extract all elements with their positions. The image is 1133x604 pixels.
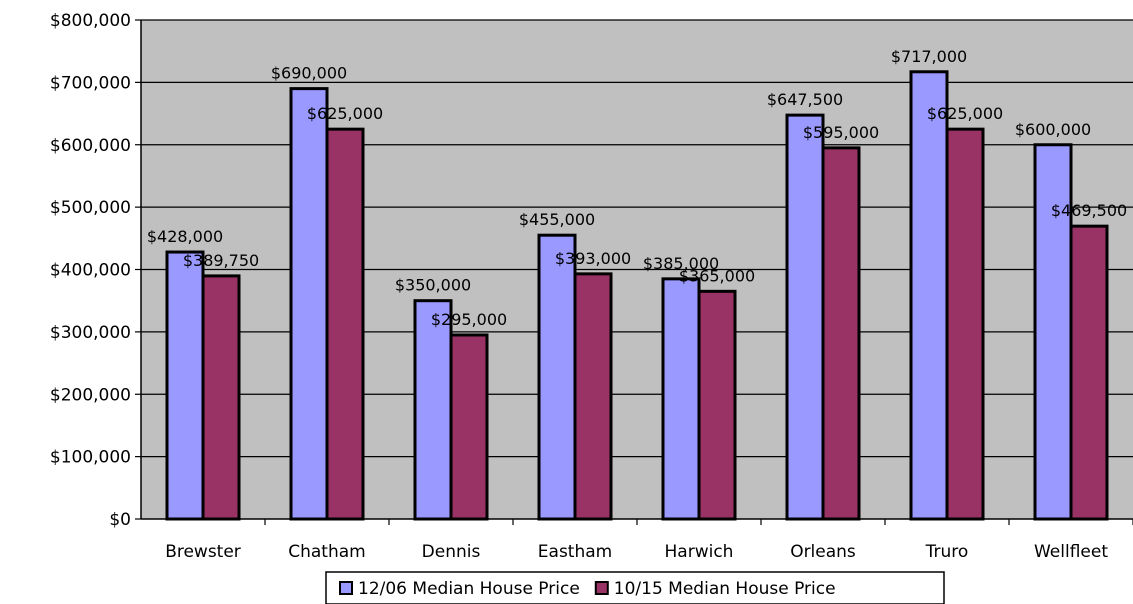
x-tick-label: Orleans — [790, 542, 856, 562]
bar — [785, 113, 825, 521]
bar — [909, 70, 949, 521]
x-tick-label: Eastham — [538, 542, 612, 562]
x-tick-label: Harwich — [665, 542, 734, 562]
bar — [697, 289, 737, 521]
data-label: $595,000 — [803, 123, 879, 142]
bar — [573, 272, 613, 521]
bar — [325, 127, 365, 521]
legend-box — [325, 571, 945, 604]
bar — [1033, 143, 1073, 521]
y-tick-label: $100,000 — [50, 448, 131, 468]
y-tick-label: $600,000 — [50, 136, 131, 156]
bar — [661, 277, 701, 521]
bar — [289, 87, 329, 521]
data-label: $717,000 — [891, 47, 967, 66]
y-tick-label: $400,000 — [50, 261, 131, 281]
data-label: $350,000 — [395, 276, 471, 295]
data-label: $625,000 — [927, 104, 1003, 123]
data-label: $393,000 — [555, 249, 631, 268]
data-label: $625,000 — [307, 104, 383, 123]
x-tick-label: Dennis — [422, 542, 481, 562]
bar — [449, 333, 489, 521]
data-label: $365,000 — [679, 266, 755, 285]
bars — [165, 70, 1109, 521]
legend-swatch — [339, 581, 353, 595]
legend: 12/06 Median House Price 10/15 Median Hou… — [325, 571, 945, 604]
y-axis-ticks: $0 $100,000 $200,000 $300,000 $400,000 $500,0… — [50, 11, 141, 530]
y-tick-label: $300,000 — [50, 323, 131, 343]
data-label: $385,000 — [643, 254, 719, 273]
bar — [413, 299, 453, 521]
bar — [821, 146, 861, 521]
y-tick-label: $0 — [109, 510, 131, 530]
x-tick-label: Chatham — [288, 542, 365, 562]
data-labels: $428,000 $389,750 $690,000 $625,000 $350,000… — [147, 47, 1127, 329]
x-axis-ticks: Brewster Chatham Dennis Eastham Harwich Orlea… — [165, 519, 1133, 562]
data-label: $455,000 — [519, 210, 595, 229]
data-label: $690,000 — [271, 64, 347, 83]
x-tick-label: Truro — [925, 542, 969, 562]
data-label: $295,000 — [431, 310, 507, 329]
data-label: $428,000 — [147, 227, 223, 246]
legend-label: 10/15 Median House Price — [614, 579, 836, 599]
bar — [945, 127, 985, 521]
bar — [201, 274, 241, 521]
y-tick-label: $200,000 — [50, 385, 131, 405]
y-tick-label: $500,000 — [50, 198, 131, 218]
data-label: $647,500 — [767, 90, 843, 109]
x-tick-label: Wellfleet — [1034, 542, 1108, 562]
legend-label: 12/06 Median House Price — [358, 579, 580, 599]
y-tick-label: $700,000 — [50, 73, 131, 93]
bar — [1069, 224, 1109, 521]
y-tick-label: $800,000 — [50, 11, 131, 31]
legend-swatch — [594, 581, 609, 595]
bar — [537, 233, 577, 521]
data-label: $389,750 — [183, 251, 259, 270]
bar — [165, 250, 205, 521]
data-label: $469,500 — [1051, 201, 1127, 220]
x-tick-label: Brewster — [165, 542, 241, 562]
data-label: $600,000 — [1015, 120, 1091, 139]
